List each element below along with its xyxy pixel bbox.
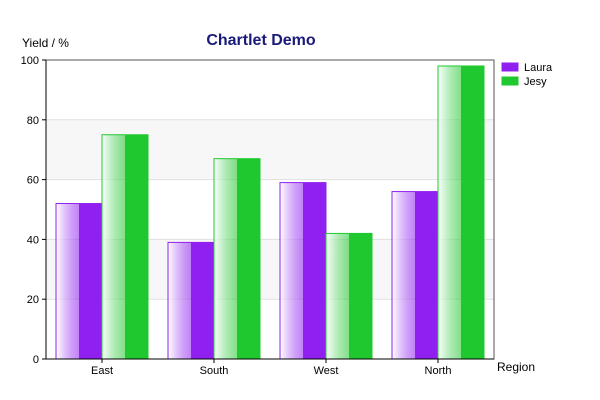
x-tick-label: East [91, 365, 113, 377]
x-tick-label: North [425, 365, 452, 377]
bar-laura-west [279, 182, 327, 360]
y-tick-label: 20 [27, 294, 39, 306]
legend-label-laura: Laura [524, 62, 553, 74]
y-tick-label: 100 [21, 55, 39, 67]
bar-laura-east [55, 203, 103, 360]
bar-jesy-west [325, 232, 373, 360]
x-axis-label: Region [497, 360, 535, 374]
y-tick-label: 60 [27, 175, 39, 187]
legend-swatch-laura [501, 62, 519, 72]
y-tick-label: 40 [27, 234, 39, 246]
y-tick-label: 80 [27, 115, 39, 127]
legend: Laura Jesy [501, 62, 553, 88]
bar-jesy-east [101, 134, 149, 360]
y-tick-label: 0 [33, 354, 39, 366]
x-tick-label: South [200, 365, 229, 377]
y-axis-label: Yield / % [22, 36, 69, 50]
grid-band [46, 60, 494, 120]
chart-title: Chartlet Demo [206, 32, 316, 49]
plot-area: East South West North 0 20 40 60 80 100 [21, 55, 495, 377]
bar-laura-north [391, 191, 439, 360]
x-tick-label: West [314, 365, 339, 377]
bar-laura-south [167, 241, 215, 360]
legend-swatch-jesy [501, 76, 519, 86]
bar-jesy-south [213, 158, 261, 360]
bar-jesy-north [437, 65, 485, 360]
legend-label-jesy: Jesy [524, 76, 547, 88]
